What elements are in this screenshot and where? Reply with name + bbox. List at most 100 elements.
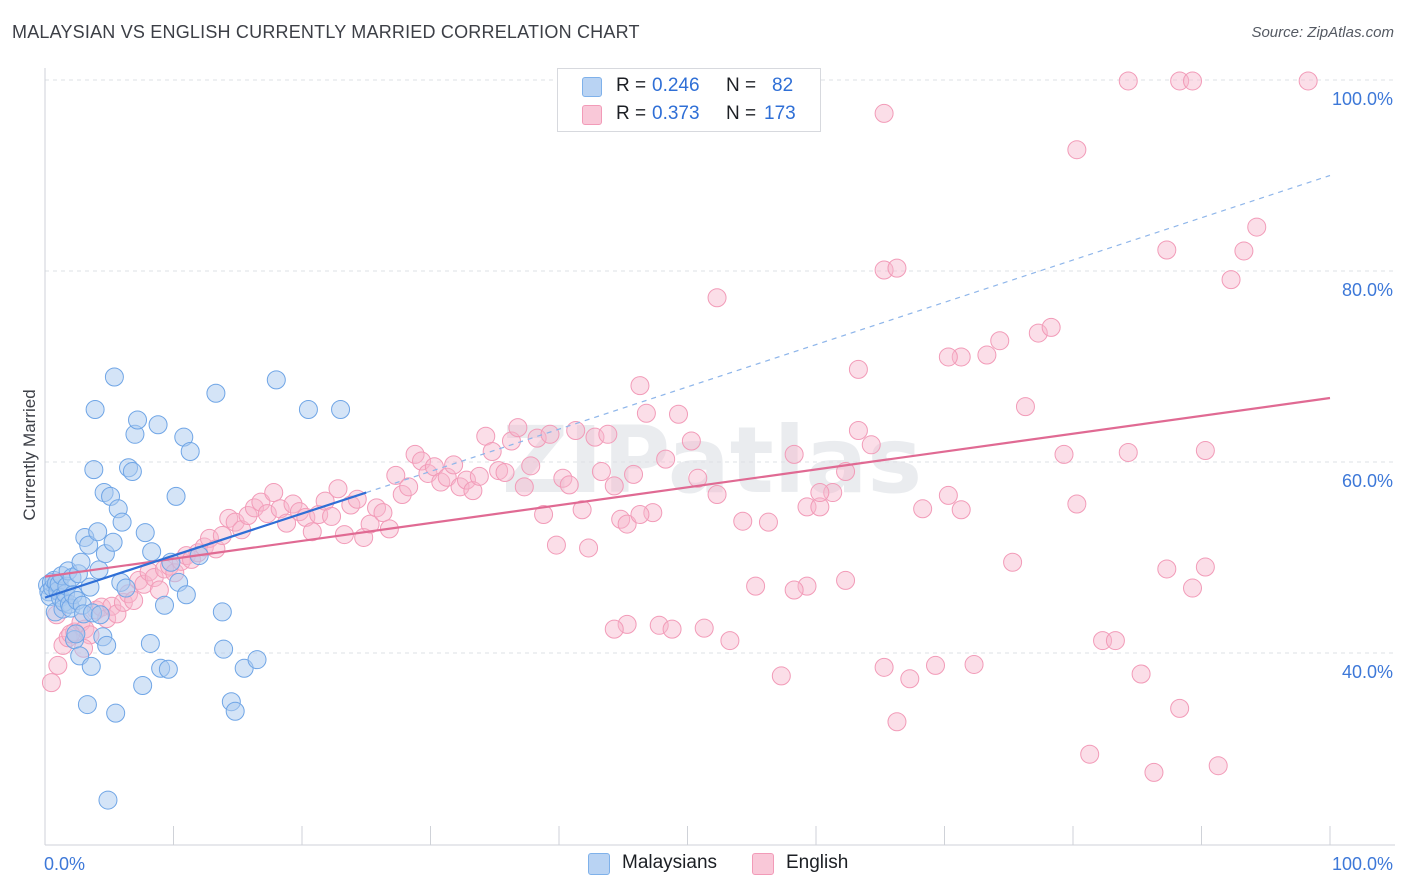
english-point <box>874 657 894 677</box>
english-point <box>399 477 419 497</box>
english-point <box>617 614 637 634</box>
english-point <box>527 428 547 448</box>
english-point <box>874 103 894 123</box>
malaysians-swatch-icon <box>582 77 602 97</box>
legend-row-english: R = 0.373 N = 173 <box>558 101 820 129</box>
english-point <box>1157 559 1177 579</box>
english-point <box>437 467 457 487</box>
english-point <box>598 424 618 444</box>
legend-r-label: R = <box>616 75 647 96</box>
english-point <box>572 500 592 520</box>
english-point <box>48 655 68 675</box>
malaysians-point <box>97 635 117 655</box>
english-point <box>977 345 997 365</box>
english-point <box>681 431 701 451</box>
malaysians-legend-icon <box>588 853 610 875</box>
english-point <box>810 497 830 517</box>
legend-n-value: 173 <box>764 103 796 124</box>
y-tick-label: 80.0% <box>1342 280 1393 300</box>
y-tick-label: 40.0% <box>1342 662 1393 682</box>
english-point <box>630 376 650 396</box>
english-point <box>694 618 714 638</box>
english-point <box>463 481 483 501</box>
malaysians-point <box>106 703 126 723</box>
malaysians-point <box>298 399 318 419</box>
english-point <box>1170 698 1190 718</box>
english-point <box>270 499 290 519</box>
malaysians-point <box>84 460 104 480</box>
malaysians-point <box>98 790 118 810</box>
malaysians-point <box>247 650 267 670</box>
english-point <box>1067 140 1087 160</box>
x-tick-label: 0.0% <box>44 854 85 874</box>
english-point <box>848 420 868 440</box>
malaysians-point <box>180 441 200 461</box>
english-point <box>302 522 322 542</box>
legend-n-value: 82 <box>772 75 794 96</box>
english-point <box>1003 552 1023 572</box>
english-point <box>277 513 297 533</box>
english-point <box>887 258 907 278</box>
english-point <box>771 666 791 686</box>
malaysians-point <box>103 532 123 552</box>
english-point <box>1105 631 1125 651</box>
english-point <box>257 504 277 524</box>
malaysians-legend-label: Malaysians <box>622 852 718 873</box>
english-legend-icon <box>752 853 774 875</box>
english-point <box>456 470 476 490</box>
malaysians-point <box>71 552 91 572</box>
english-point <box>1131 664 1151 684</box>
english-point <box>636 403 656 423</box>
malaysians-point <box>77 695 97 715</box>
english-point <box>566 420 586 440</box>
legend-r-value: 0.246 <box>652 75 700 96</box>
malaysians-point <box>88 522 108 542</box>
malaysians-point <box>80 577 100 597</box>
malaysians-point <box>212 602 232 622</box>
english-point <box>688 468 708 488</box>
english-point <box>1118 442 1138 462</box>
english-point <box>469 466 489 486</box>
english-point <box>810 483 830 503</box>
malaysians-point <box>206 383 226 403</box>
english-point <box>238 505 258 525</box>
malaysians-point <box>225 701 245 721</box>
english-point <box>514 477 534 497</box>
y-tick-label: 100.0% <box>1332 89 1393 109</box>
english-point <box>1234 241 1254 261</box>
english-point <box>784 444 804 464</box>
english-point <box>784 580 804 600</box>
english-point <box>495 463 515 483</box>
malaysians-point <box>90 605 110 625</box>
english-point <box>951 500 971 520</box>
english-trend-line <box>44 396 1331 578</box>
malaysians-point <box>266 370 286 390</box>
english-point <box>283 494 303 514</box>
english-point <box>579 538 599 558</box>
english-point <box>887 712 907 732</box>
y-tick-label: 60.0% <box>1342 471 1393 491</box>
english-point <box>1298 71 1318 91</box>
english-point <box>1041 317 1061 337</box>
english-point <box>1080 744 1100 764</box>
chart-source: Source: ZipAtlas.com <box>1251 24 1394 41</box>
english-point <box>444 455 464 475</box>
malaysians-point <box>155 595 175 615</box>
english-point <box>720 631 740 651</box>
english-point <box>836 570 856 590</box>
english-point <box>1118 71 1138 91</box>
english-point <box>861 435 881 455</box>
x-tick-label: 100.0% <box>1332 854 1393 874</box>
legend-row-malaysians: R = 0.246 N = 82 <box>558 73 820 101</box>
english-point <box>264 483 284 503</box>
english-point <box>1028 323 1048 343</box>
english-point <box>656 449 676 469</box>
english-point <box>1247 217 1267 237</box>
legend-r-value: 0.373 <box>652 103 700 124</box>
english-point <box>386 465 406 485</box>
english-point <box>251 492 271 512</box>
english-point <box>926 655 946 675</box>
english-point <box>559 475 579 495</box>
english-point <box>540 424 560 444</box>
